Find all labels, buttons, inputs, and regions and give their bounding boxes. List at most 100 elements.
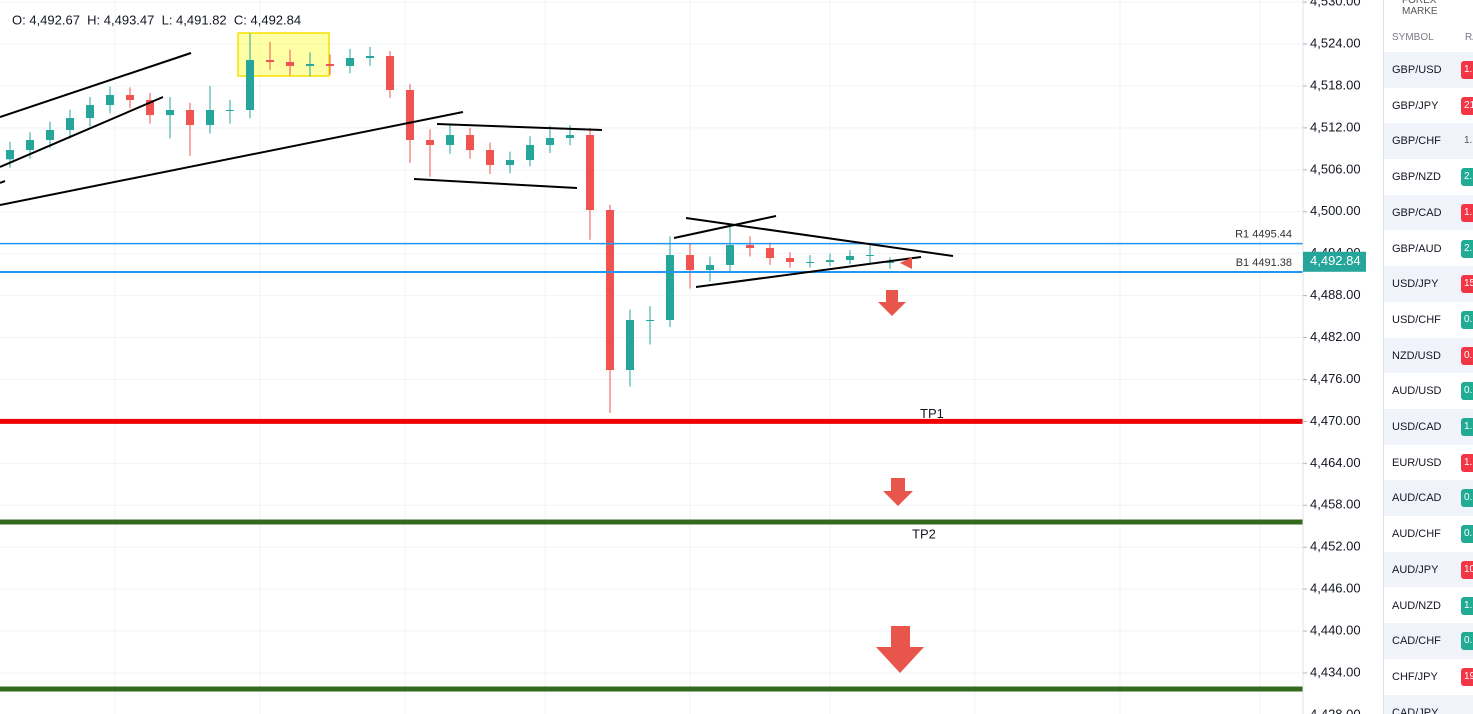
rate-badge: 1. bbox=[1461, 453, 1473, 472]
candle-body bbox=[146, 100, 154, 116]
symbol-row[interactable]: CAD/CHF 0. bbox=[1384, 623, 1473, 659]
candle-body bbox=[26, 139, 34, 151]
candle-body bbox=[386, 55, 394, 91]
candle-body bbox=[186, 109, 194, 126]
candle-body bbox=[86, 105, 94, 119]
level-label: R1 4495.44 bbox=[1235, 229, 1292, 241]
level-label: B1 4491.38 bbox=[1236, 257, 1292, 269]
symbol-row[interactable]: AUD/CAD 0. bbox=[1384, 480, 1473, 517]
rate-badge: 1. bbox=[1461, 418, 1473, 436]
symbol: CHF/JPY bbox=[1392, 670, 1438, 683]
symbol: AUD/NZD bbox=[1392, 599, 1441, 612]
candle-body bbox=[766, 248, 774, 259]
rate-badge: 0. bbox=[1461, 346, 1473, 365]
symbol: NZD/USD bbox=[1392, 349, 1441, 362]
candle-body bbox=[866, 255, 874, 257]
rate-badge: 1. bbox=[1461, 203, 1473, 222]
candle-body bbox=[266, 60, 274, 62]
y-tick-label: 4,482.00 bbox=[1310, 329, 1361, 344]
symbol: AUD/CAD bbox=[1392, 492, 1442, 505]
symbol: GBP/USD bbox=[1392, 64, 1442, 76]
candle-body bbox=[786, 258, 794, 262]
symbol-row[interactable]: USD/JPY 15 bbox=[1384, 266, 1473, 302]
y-tick-label: 4,500.00 bbox=[1310, 203, 1361, 218]
symbol-row[interactable]: GBP/NZD 2. bbox=[1384, 159, 1473, 195]
level-label: TP1 bbox=[920, 406, 944, 421]
symbol-row[interactable]: EUR/USD 1. bbox=[1384, 444, 1473, 481]
symbol: GBP/CHF bbox=[1392, 135, 1441, 148]
candle-body bbox=[606, 210, 614, 371]
price-badge bbox=[1303, 251, 1366, 272]
candle-body bbox=[546, 138, 554, 146]
rate-badge: 15 bbox=[1461, 275, 1473, 294]
candle-body bbox=[426, 139, 434, 146]
symbol-row[interactable]: CAD/JPY bbox=[1384, 694, 1473, 714]
column-header: RA bbox=[1465, 32, 1473, 43]
symbol-row[interactable]: GBP/CAD 1. bbox=[1384, 194, 1473, 231]
y-tick-label: 4,434.00 bbox=[1310, 664, 1361, 679]
symbol: GBP/AUD bbox=[1392, 242, 1442, 255]
symbol-row[interactable]: USD/CAD 1. bbox=[1384, 409, 1473, 445]
arrows bbox=[876, 257, 924, 673]
vertical-grid bbox=[114, 0, 1261, 714]
y-tick-label: 4,440.00 bbox=[1310, 622, 1361, 637]
symbol: CAD/CHF bbox=[1392, 635, 1441, 648]
candle-body bbox=[486, 150, 494, 165]
symbol: EUR/USD bbox=[1392, 456, 1442, 469]
y-tick-label: 4,476.00 bbox=[1310, 371, 1361, 386]
symbol-row[interactable]: AUD/CHF 0. bbox=[1384, 516, 1473, 552]
symbol-row[interactable]: GBP/AUD 2. bbox=[1384, 230, 1473, 267]
rate-badge: 2. bbox=[1461, 168, 1473, 187]
candle-body bbox=[286, 61, 294, 66]
symbol: CAD/JPY bbox=[1392, 706, 1439, 714]
candle-body bbox=[706, 264, 714, 271]
rate-badge: 21 bbox=[1461, 96, 1473, 115]
symbol-row[interactable]: AUD/JPY 10 bbox=[1384, 551, 1473, 588]
rate-badge: 0. bbox=[1461, 632, 1473, 651]
y-tick-label: 4,452.00 bbox=[1310, 539, 1361, 554]
level-label: TP2 bbox=[912, 526, 936, 541]
candle-body bbox=[166, 109, 174, 116]
symbol-row[interactable]: USD/CHF 0. bbox=[1384, 301, 1473, 338]
y-tick-label: 4,464.00 bbox=[1310, 455, 1361, 470]
rate-badge: 0. bbox=[1461, 382, 1473, 401]
candle-body bbox=[826, 260, 834, 262]
y-tick-label: 4,458.00 bbox=[1310, 497, 1361, 512]
symbol-row[interactable]: AUD/NZD 1. bbox=[1384, 587, 1473, 624]
symbol-row[interactable]: CHF/JPY 19 bbox=[1384, 658, 1473, 695]
candle-body bbox=[686, 255, 694, 271]
symbol-row[interactable]: GBP/CHF 1. bbox=[1384, 123, 1473, 160]
panel-title: FOREX MARKE bbox=[1402, 0, 1438, 17]
y-tick-label: 4,524.00 bbox=[1310, 35, 1361, 50]
rate-badge: 1. bbox=[1461, 61, 1473, 79]
symbol-row[interactable]: GBP/JPY 21 bbox=[1384, 87, 1473, 124]
candle-body bbox=[446, 135, 454, 146]
symbol-row[interactable]: GBP/USD 1. bbox=[1384, 52, 1473, 88]
candle-body bbox=[66, 118, 74, 130]
candle-body bbox=[226, 109, 234, 111]
candle-body bbox=[566, 135, 574, 139]
y-tick-label: 4,446.00 bbox=[1310, 581, 1361, 596]
candle-body bbox=[526, 145, 534, 161]
rate-badge: 19 bbox=[1461, 667, 1473, 686]
y-tick-label: 4,530.00 bbox=[1310, 0, 1361, 9]
candle-body bbox=[846, 255, 854, 261]
symbol-row[interactable]: NZD/USD 0. bbox=[1384, 337, 1473, 374]
candle-body bbox=[806, 261, 814, 263]
candle-body bbox=[126, 94, 134, 101]
candle-body bbox=[646, 319, 654, 321]
candle-body bbox=[726, 245, 734, 265]
candle-body bbox=[6, 150, 14, 160]
symbol-row[interactable]: AUD/USD 0. bbox=[1384, 373, 1473, 409]
column-header: SYMBOL bbox=[1392, 32, 1434, 43]
symbol: GBP/CAD bbox=[1392, 206, 1442, 219]
symbol: USD/CAD bbox=[1392, 421, 1442, 433]
chart: R1 4495.44 B1 4491.38 TP1 TP2 O: 4,492.67 H… bbox=[0, 0, 1366, 714]
symbol: USD/JPY bbox=[1392, 278, 1439, 291]
rate-badge: 0. bbox=[1461, 310, 1473, 329]
y-tick-label: 4,428.00 bbox=[1310, 706, 1361, 714]
rate-badge: 1. bbox=[1461, 596, 1473, 615]
candle-body bbox=[346, 58, 354, 66]
candle-body bbox=[586, 135, 594, 210]
candle-body bbox=[306, 64, 314, 66]
